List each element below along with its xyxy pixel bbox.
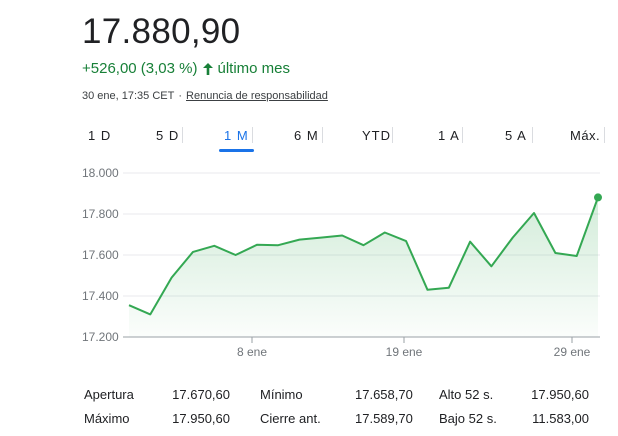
disclaimer-link[interactable]: Renuncia de responsabilidad [186,90,328,102]
stats-row: Máximo 17.950,60 Cierre ant. 17.589,70 B… [84,406,614,430]
stats-row: Apertura 17.670,60 Mínimo 17.658,70 Alto… [84,382,614,406]
change-period: último mes [217,60,291,77]
tab-5a[interactable]: 5 A [505,127,527,143]
stat-label: Mínimo [260,386,303,402]
stat-label: Cierre ant. [260,410,321,426]
y-tick-label: 17.400 [82,289,119,303]
y-tick-label: 17.200 [82,330,119,344]
tab-divider [182,127,183,143]
tab-1m[interactable]: 1 M [218,124,255,152]
y-axis-labels: 18.000 17.800 17.600 17.400 17.200 [82,166,119,344]
stat-value: 11.583,00 [532,410,589,426]
y-tick-label: 17.600 [82,248,119,262]
y-tick-label: 17.800 [82,207,119,221]
price-chart[interactable]: 18.000 17.800 17.600 17.400 17.200 8 ene 19 e… [0,160,618,370]
price-area [129,197,598,337]
stat-value: 17.670,60 [172,386,230,402]
price-line [128,197,599,316]
meta-separator: · [178,90,183,102]
tab-1a[interactable]: 1 A [438,127,460,143]
tab-ytd[interactable]: YTD [362,127,391,143]
stat-value: 17.950,60 [531,386,589,402]
stat-value: 17.658,70 [355,386,413,402]
stat-label: Alto 52 s. [439,386,494,402]
last-price-marker [594,193,602,202]
tab-divider [252,127,253,143]
price-change: +526,00 (3,03 %) último mes [82,60,290,77]
current-price: 17.880,90 [82,12,241,51]
stat-value: 17.589,70 [355,410,413,426]
tab-divider [322,127,323,143]
tab-1d[interactable]: 1 D [88,127,112,143]
arrow-up-icon [202,62,213,75]
stat-label: Apertura [84,386,134,402]
y-tick-label: 18.000 [82,166,119,180]
x-tick-label: 29 ene [554,345,591,359]
range-tabs: 1 D 5 D 1 M 6 M YTD 1 A 5 A Máx. [70,120,618,152]
stat-label: Bajo 52 s. [439,410,497,426]
x-tick-label: 8 ene [237,345,267,359]
quote-meta: 30 ene, 17:35 CET · Renuncia de responsa… [82,90,328,102]
stat-label: Máximo [84,410,130,426]
change-amount: +526,00 (3,03 %) [82,60,198,77]
x-tick-label: 19 ene [386,345,423,359]
stat-value: 17.950,60 [172,410,230,426]
tab-divider [604,127,605,143]
tab-6m[interactable]: 6 M [294,127,319,143]
tab-max[interactable]: Máx. [570,127,601,143]
stats-table: Apertura 17.670,60 Mínimo 17.658,70 Alto… [84,382,614,430]
tab-divider [392,127,393,143]
x-axis-ticks: 8 ene 19 ene 29 ene [237,337,591,359]
tab-divider [532,127,533,143]
timestamp: 30 ene, 17:35 CET [82,90,175,102]
tab-5d[interactable]: 5 D [156,127,180,143]
tab-divider [462,127,463,143]
